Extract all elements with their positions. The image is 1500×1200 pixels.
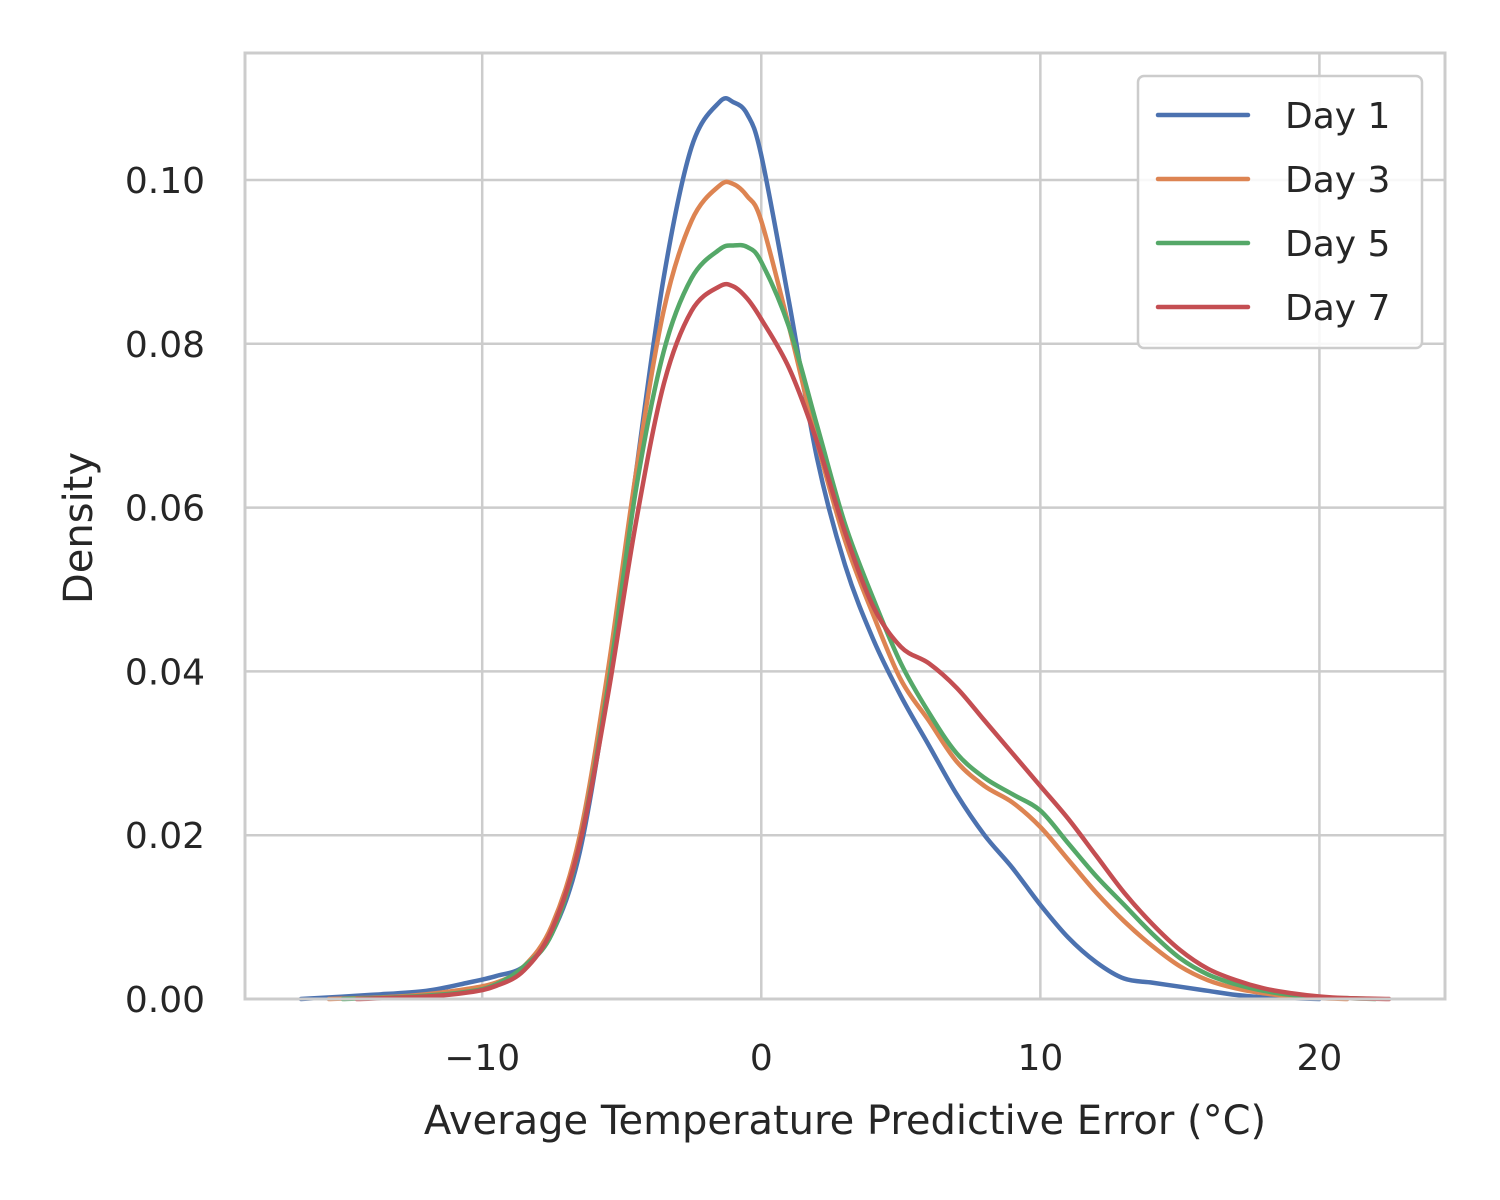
y-tick-label: 0.06 bbox=[125, 489, 205, 530]
y-tick-label: 0.02 bbox=[125, 816, 205, 857]
legend-label: Day 7 bbox=[1285, 288, 1390, 329]
legend-label: Day 3 bbox=[1285, 160, 1390, 201]
y-tick-labels: 0.00 0.02 0.04 0.06 0.08 0.10 bbox=[125, 161, 205, 1021]
y-tick-label: 0.08 bbox=[125, 325, 205, 366]
y-axis-label: Density bbox=[56, 452, 102, 604]
y-tick-label: 0.00 bbox=[125, 980, 205, 1021]
series-line-day-5 bbox=[340, 242, 1378, 1002]
series-lines bbox=[298, 96, 1392, 1002]
x-tick-labels: −10 0 10 20 bbox=[444, 1038, 1342, 1079]
legend-item: Day 1 bbox=[1155, 96, 1390, 137]
plot-frame bbox=[243, 51, 1447, 1001]
x-tick-label: −10 bbox=[444, 1038, 520, 1079]
legend-label: Day 5 bbox=[1285, 224, 1390, 265]
legend-box bbox=[1136, 74, 1424, 350]
legend-label: Day 1 bbox=[1285, 96, 1390, 137]
y-tick-label: 0.10 bbox=[125, 161, 205, 202]
x-tick-label: 20 bbox=[1297, 1038, 1343, 1079]
legend-item: Day 3 bbox=[1155, 160, 1390, 201]
legend-item: Day 7 bbox=[1155, 288, 1390, 329]
legend-item: Day 5 bbox=[1155, 224, 1390, 265]
x-axis-label: Average Temperature Predictive Error (°C… bbox=[424, 1098, 1266, 1144]
legend: Day 1 Day 3 Day 5 Day 7 bbox=[1136, 74, 1424, 350]
x-tick-label: 0 bbox=[750, 1038, 773, 1079]
series-line-day-7 bbox=[354, 281, 1392, 1002]
y-tick-label: 0.04 bbox=[125, 652, 205, 693]
x-tick-label: 10 bbox=[1017, 1038, 1063, 1079]
